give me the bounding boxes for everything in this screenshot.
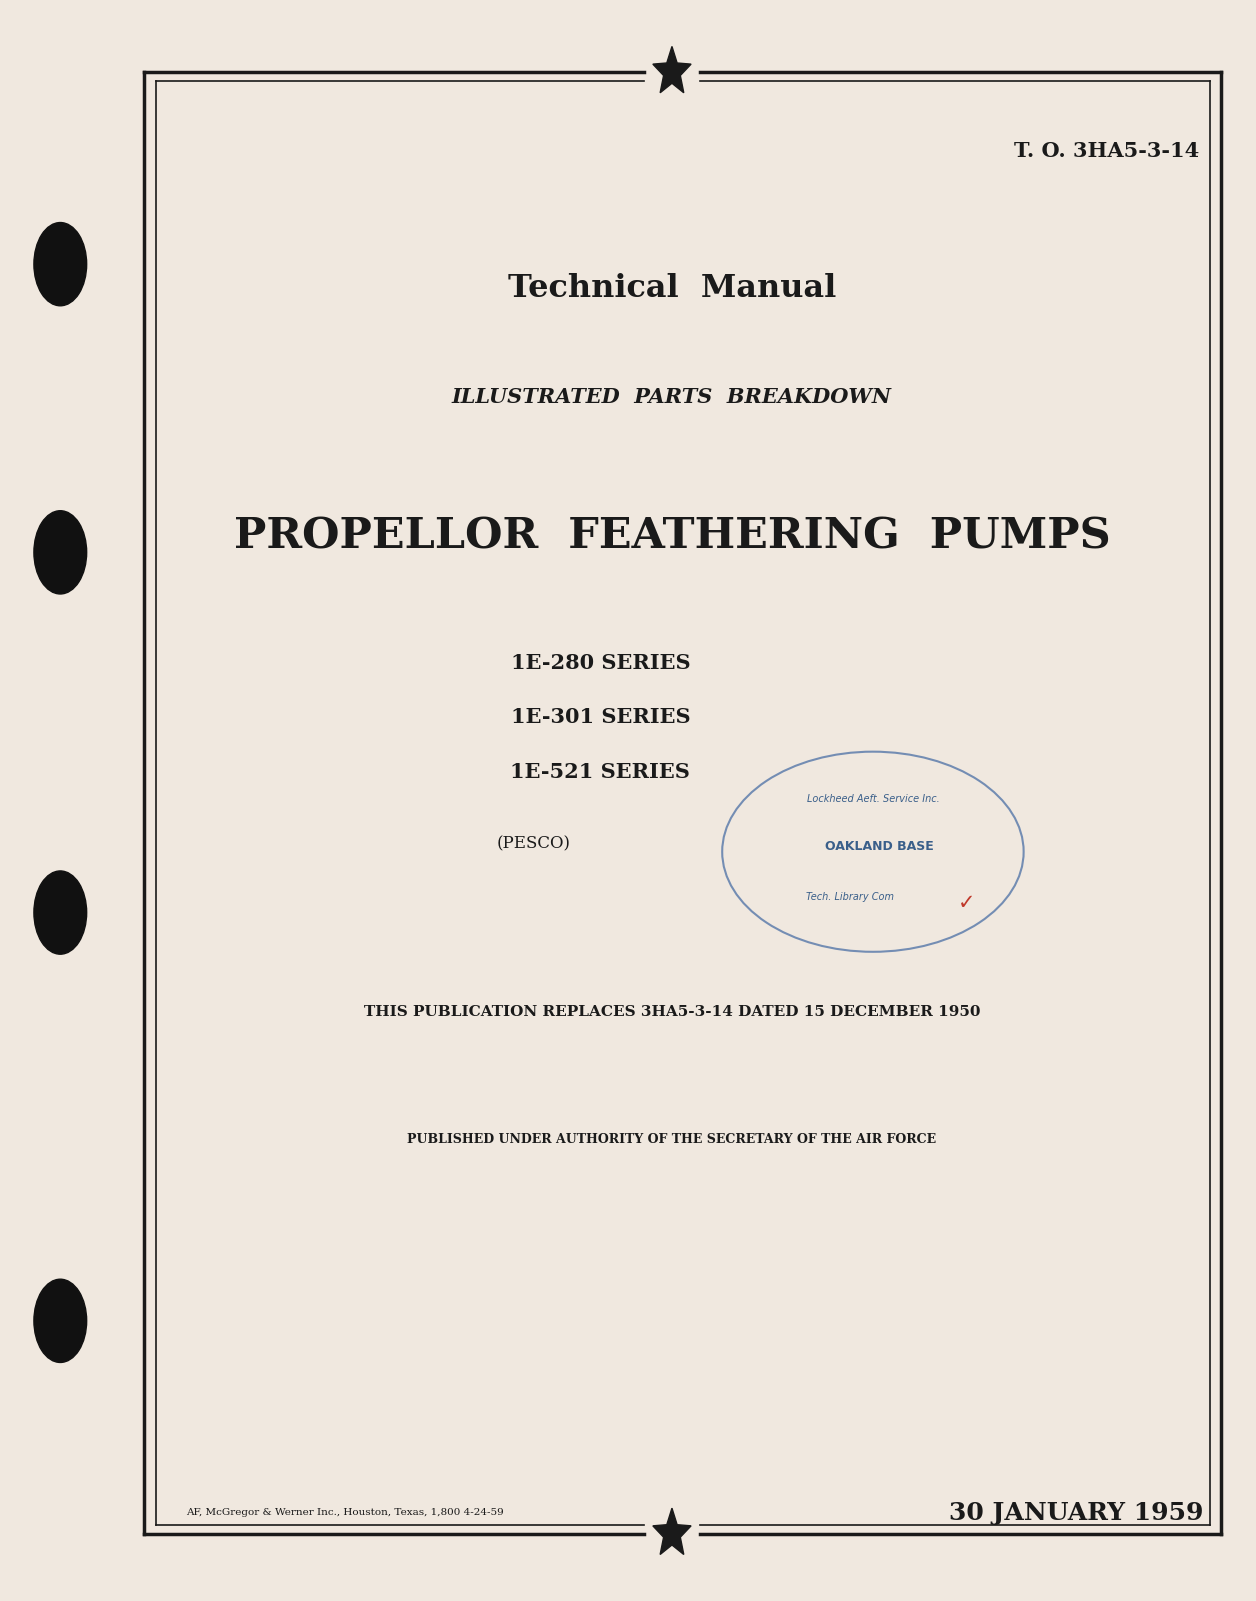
Text: 1E-301 SERIES: 1E-301 SERIES bbox=[510, 708, 691, 727]
Text: 1E-521 SERIES: 1E-521 SERIES bbox=[510, 762, 691, 781]
Polygon shape bbox=[653, 1508, 691, 1555]
Text: THIS PUBLICATION REPLACES 3HA5-3-14 DATED 15 DECEMBER 1950: THIS PUBLICATION REPLACES 3HA5-3-14 DATE… bbox=[364, 1005, 980, 1018]
Text: 30 JANUARY 1959: 30 JANUARY 1959 bbox=[948, 1502, 1203, 1524]
Text: AF, McGregor & Werner Inc., Houston, Texas, 1,800 4-24-59: AF, McGregor & Werner Inc., Houston, Tex… bbox=[186, 1508, 504, 1518]
Text: Technical  Manual: Technical Manual bbox=[507, 272, 836, 304]
Ellipse shape bbox=[34, 223, 87, 306]
Text: T. O. 3HA5-3-14: T. O. 3HA5-3-14 bbox=[1015, 141, 1199, 160]
Text: ✓: ✓ bbox=[958, 893, 976, 913]
Ellipse shape bbox=[34, 1279, 87, 1362]
Polygon shape bbox=[653, 46, 691, 93]
Text: Tech. Library Com: Tech. Library Com bbox=[806, 892, 894, 901]
Text: OAKLAND BASE: OAKLAND BASE bbox=[825, 841, 933, 853]
Text: PUBLISHED UNDER AUTHORITY OF THE SECRETARY OF THE AIR FORCE: PUBLISHED UNDER AUTHORITY OF THE SECRETA… bbox=[407, 1134, 937, 1146]
Ellipse shape bbox=[34, 871, 87, 954]
Text: Lockheed Aeft. Service Inc.: Lockheed Aeft. Service Inc. bbox=[806, 794, 939, 804]
Text: ILLUSTRATED  PARTS  BREAKDOWN: ILLUSTRATED PARTS BREAKDOWN bbox=[452, 387, 892, 407]
Text: (PESCO): (PESCO) bbox=[497, 836, 570, 852]
Text: PROPELLOR  FEATHERING  PUMPS: PROPELLOR FEATHERING PUMPS bbox=[234, 516, 1110, 557]
Ellipse shape bbox=[34, 511, 87, 594]
Text: 1E-280 SERIES: 1E-280 SERIES bbox=[510, 653, 691, 672]
